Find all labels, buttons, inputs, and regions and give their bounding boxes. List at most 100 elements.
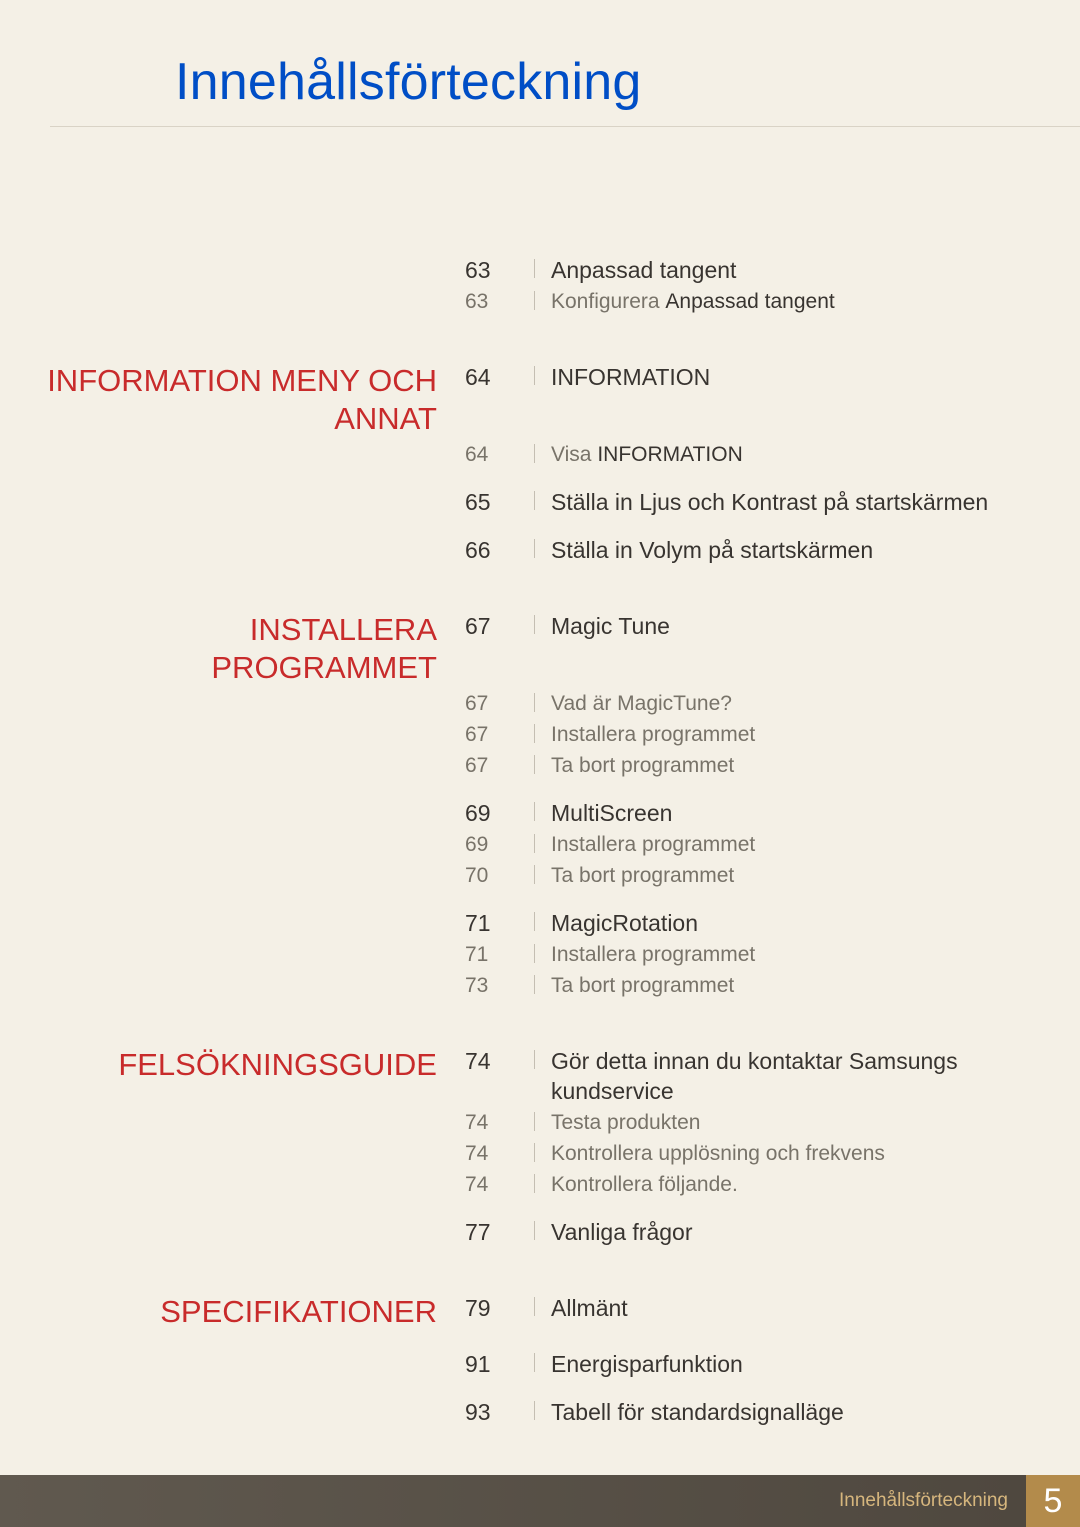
toc-entry[interactable]: Kontrollera följande. <box>525 1170 1080 1199</box>
toc-entry[interactable]: Kontrollera upplösning och frekvens <box>525 1139 1080 1168</box>
toc-page-number[interactable]: 66 <box>465 535 525 565</box>
section-heading: INFORMATION MENY OCHANNAT <box>0 362 465 438</box>
toc-entry-text: Ta bort programmet <box>551 864 734 887</box>
toc-entry[interactable]: Vad är MagicTune? <box>525 689 1080 718</box>
toc-entry[interactable]: Ta bort programmet <box>525 751 1080 780</box>
section-heading <box>0 255 465 285</box>
toc-row: 74 Kontrollera upplösning och frekvens <box>0 1139 1080 1168</box>
toc-entry-text: Visa <box>551 443 597 466</box>
toc-page-number[interactable]: 77 <box>465 1217 525 1247</box>
toc-page-number[interactable]: 71 <box>465 908 525 938</box>
toc-row: 67 Vad är MagicTune? <box>0 689 1080 718</box>
toc-row: FELSÖKNINGSGUIDE 74 Gör detta innan du kon… <box>0 1046 1080 1106</box>
section-heading <box>0 1349 465 1379</box>
toc-entry[interactable]: MultiScreen <box>525 798 1080 828</box>
toc-page-number[interactable]: 73 <box>465 971 525 1000</box>
toc-page-number[interactable]: 79 <box>465 1293 525 1331</box>
toc-entry[interactable]: Ta bort programmet <box>525 971 1080 1000</box>
toc-row: 70 Ta bort programmet <box>0 861 1080 890</box>
toc-row: 71MagicRotation <box>0 908 1080 938</box>
toc-entry-text: Ta bort programmet <box>551 974 734 997</box>
toc-page-number[interactable]: 69 <box>465 830 525 859</box>
toc-page-number[interactable]: 67 <box>465 720 525 749</box>
toc-entry-text: Installera programmet <box>551 723 755 746</box>
toc-row: INFORMATION MENY OCHANNAT64INFORMATION <box>0 362 1080 438</box>
toc-page-number[interactable]: 74 <box>465 1139 525 1168</box>
section-heading <box>0 861 465 890</box>
toc-entry[interactable]: Energisparfunktion <box>525 1349 1080 1379</box>
title-wrap: Innehållsförteckning <box>0 52 1080 112</box>
section-heading <box>0 720 465 749</box>
toc-row: 74Kontrollera följande. <box>0 1170 1080 1199</box>
toc-entry[interactable]: Ställa in Ljus och Kontrast på startskär… <box>525 487 1080 517</box>
toc-page-number[interactable]: 91 <box>465 1349 525 1379</box>
toc-entry-text: Ta bort programmet <box>551 754 734 777</box>
section-heading <box>0 971 465 1000</box>
toc-page-number[interactable]: 67 <box>465 611 525 687</box>
toc-entry-text-bold: INFORMATION <box>597 443 742 466</box>
toc-entry[interactable]: Visa INFORMATION <box>525 440 1080 469</box>
toc-page-number[interactable]: 93 <box>465 1397 525 1427</box>
toc-entry[interactable]: Allmänt <box>525 1293 1080 1331</box>
toc-entry-text: Kontrollera upplösning och frekvens <box>551 1142 885 1165</box>
section-heading-line: INFORMATION MENY OCH <box>0 362 437 400</box>
toc-entry[interactable]: INFORMATION <box>525 362 1080 438</box>
toc-page-number[interactable]: 74 <box>465 1170 525 1199</box>
section-heading: INSTALLERAPROGRAMMET <box>0 611 465 687</box>
toc-entry[interactable]: Gör detta innan du kontaktar Samsungs ku… <box>525 1046 1080 1106</box>
toc-page-number[interactable]: 67 <box>465 751 525 780</box>
toc-page-number[interactable]: 64 <box>465 440 525 469</box>
section-heading <box>0 487 465 517</box>
toc-page-number[interactable]: 63 <box>465 255 525 285</box>
section-heading-line: SPECIFIKATIONER <box>0 1293 437 1331</box>
toc-page-number[interactable]: 64 <box>465 362 525 438</box>
toc-entry-text-bold: Vanliga frågor <box>551 1219 693 1245</box>
section-heading-line: FELSÖKNINGSGUIDE <box>0 1046 437 1084</box>
section-heading <box>0 535 465 565</box>
toc-entry[interactable]: Tabell för standardsignalläge <box>525 1397 1080 1427</box>
toc-row: 67 Ta bort programmet <box>0 751 1080 780</box>
toc-entry[interactable]: Installera programmet <box>525 940 1080 969</box>
section-heading <box>0 1217 465 1247</box>
toc-entry[interactable]: Vanliga frågor <box>525 1217 1080 1247</box>
toc-row: 64Visa INFORMATION <box>0 440 1080 469</box>
toc-page-number[interactable]: 65 <box>465 487 525 517</box>
toc-entry[interactable]: Anpassad tangent <box>525 255 1080 285</box>
toc-entry-text: Konfigurera <box>551 290 665 313</box>
toc-entry[interactable]: Testa produkten <box>525 1108 1080 1137</box>
toc-entry-text-bold: Energisparfunktion <box>551 1351 743 1377</box>
section-heading <box>0 908 465 938</box>
toc-entry[interactable]: Konfigurera Anpassad tangent <box>525 287 1080 316</box>
toc-entry-text: Vad är MagicTune? <box>551 692 732 715</box>
toc-row: 73 Ta bort programmet <box>0 971 1080 1000</box>
toc-entry-text-bold: Gör detta innan du kontaktar Samsungs ku… <box>551 1048 958 1104</box>
toc-entry[interactable]: Ta bort programmet <box>525 861 1080 890</box>
section-heading <box>0 1139 465 1168</box>
toc-entry[interactable]: Installera programmet <box>525 830 1080 859</box>
toc-entry-text-bold: Tabell för standardsignalläge <box>551 1399 844 1425</box>
toc-row: SPECIFIKATIONER 79 Allmänt <box>0 1293 1080 1331</box>
toc-entry[interactable]: Magic Tune <box>525 611 1080 687</box>
table-of-contents: 63Anpassad tangent63Konfigurera Anpassad… <box>0 255 1080 1511</box>
toc-page-number[interactable]: 69 <box>465 798 525 828</box>
toc-page-number[interactable]: 63 <box>465 287 525 316</box>
toc-entry[interactable]: Installera programmet <box>525 720 1080 749</box>
toc-entry[interactable]: Ställa in Volym på startskärmen <box>525 535 1080 565</box>
toc-entry-text-bold: Ställa in Ljus och Kontrast på startskär… <box>551 489 988 515</box>
section-heading <box>0 1108 465 1137</box>
toc-page-number[interactable]: 67 <box>465 689 525 718</box>
toc-page-number[interactable]: 70 <box>465 861 525 890</box>
toc-entry[interactable]: MagicRotation <box>525 908 1080 938</box>
section-heading <box>0 689 465 718</box>
toc-entry-text-bold: Allmänt <box>551 1295 628 1321</box>
section-heading-line: INSTALLERA <box>0 611 437 649</box>
toc-row: 69MultiScreen <box>0 798 1080 828</box>
section-heading <box>0 1170 465 1199</box>
toc-entry-text-bold: Ställa in Volym på startskärmen <box>551 537 873 563</box>
toc-row: 69Installera programmet <box>0 830 1080 859</box>
toc-page-number[interactable]: 74 <box>465 1108 525 1137</box>
toc-row: 93 Tabell för standardsignalläge <box>0 1397 1080 1427</box>
page: Innehållsförteckning 63Anpassad tangent6… <box>0 0 1080 1527</box>
toc-page-number[interactable]: 71 <box>465 940 525 969</box>
toc-page-number[interactable]: 74 <box>465 1046 525 1106</box>
